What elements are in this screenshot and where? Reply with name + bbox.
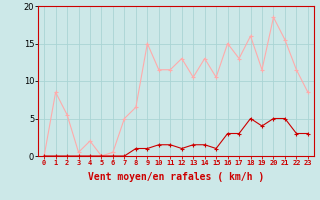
X-axis label: Vent moyen/en rafales ( km/h ): Vent moyen/en rafales ( km/h ): [88, 172, 264, 182]
